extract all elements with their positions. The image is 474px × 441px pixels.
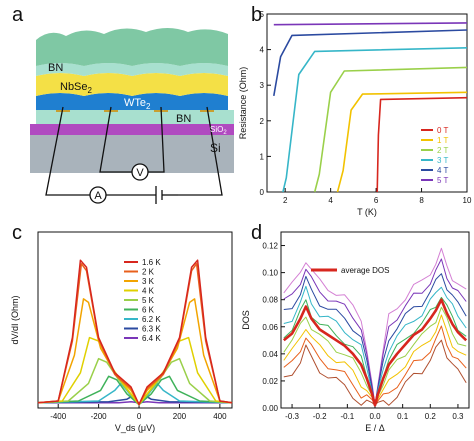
voltmeter-icon (131, 163, 149, 181)
nbse2-layer (36, 73, 228, 96)
y-tick-label: 1 (260, 152, 265, 161)
dos-curve (283, 339, 467, 406)
label-nbse2: NbSe2 (60, 81, 93, 95)
x-tick-label: 0.2 (425, 412, 437, 421)
x-tick-label: 10 (463, 196, 472, 205)
x-tick-label: -0.2 (313, 412, 327, 421)
legend-entry: 5 K (142, 296, 155, 305)
series-line (37, 259, 233, 406)
x-tick-label: 200 (173, 412, 187, 421)
resistance-temperature-chart: 2 4 6 8 10 0 1 2 3 4 5 T (K) Resistance (Ohm) 0 T1 T2… (238, 10, 472, 217)
series-line (336, 91, 468, 193)
plot-frame (280, 231, 470, 409)
panel-c-label: c (12, 222, 22, 244)
x-tick-label: -0.3 (285, 412, 299, 421)
x-axis-label: V_ds (μV) (115, 423, 155, 433)
series-line (273, 22, 468, 26)
dos-chart: -0.3 -0.2 -0.1 0.0 0.1 0.2 0.3 0.00 0.02 0.04 0.06… (241, 231, 470, 433)
si-substrate (30, 135, 234, 173)
label-bn-top: BN (48, 62, 63, 74)
x-tick-label: 0 (137, 412, 142, 421)
series-line (376, 96, 468, 193)
panel-c: c -400 -200 0 200 400 V_ds (μV) dV/dI (Ohm) 1.6… (0, 218, 237, 436)
legend-entry: 0 T (437, 126, 449, 135)
x-tick-label: 4 (328, 196, 333, 205)
x-tick-label: 0.1 (397, 412, 409, 421)
dos-curve (283, 273, 467, 406)
circuit-wires (45, 106, 223, 204)
series-line (37, 262, 233, 406)
y-tick-label: 0.08 (262, 296, 278, 305)
y-tick-label: 0.00 (262, 404, 278, 413)
x-tick-label: 0.0 (369, 412, 381, 421)
x-tick-label: 8 (419, 196, 424, 205)
y-tick-label: 0.02 (262, 377, 278, 386)
legend-entry: 2 K (142, 268, 155, 277)
panel-a: a V A BN (0, 0, 237, 218)
legend-entry: 5 T (437, 176, 449, 185)
panel-a-label: a (12, 4, 24, 26)
x-tick-label: -200 (91, 412, 108, 421)
wte2-layer (36, 93, 228, 110)
legend-entry: 4 T (437, 166, 449, 175)
y-tick-label: 0.10 (262, 269, 278, 278)
legend-entry: 1 T (437, 136, 449, 145)
label-bn-bottom: BN (176, 113, 191, 125)
y-tick-label: 0.12 (262, 242, 278, 251)
ammeter-label: A (94, 190, 102, 202)
legend-entry: 2 T (437, 146, 449, 155)
legend-entry: 3 K (142, 277, 155, 286)
bn-top-layer (36, 28, 228, 66)
x-tick-label: -400 (50, 412, 67, 421)
series-line (273, 29, 468, 97)
legend-entry: 6.2 K (142, 315, 161, 324)
legend-entry: 3 T (437, 156, 449, 165)
voltmeter-label: V (136, 167, 144, 179)
y-tick-label: 5 (260, 10, 265, 19)
legend-entry: 1.6 K (142, 258, 161, 267)
panel-d: d -0.3 -0.2 -0.1 0.0 0.1 0.2 0.3 0.00 0.02 0.04 0.… (237, 218, 474, 436)
dos-curve (283, 325, 467, 406)
x-tick-label: 6 (374, 196, 379, 205)
y-tick-label: 0.06 (262, 323, 278, 332)
x-tick-label: 400 (213, 412, 227, 421)
series-line (313, 66, 468, 193)
panel-b-label: b (251, 4, 263, 26)
bn-bottom-layer (36, 110, 234, 124)
label-wte2: WTe2 (124, 97, 151, 111)
sio2-layer (30, 124, 234, 135)
bn-top-light (36, 63, 228, 76)
y-axis-label: Resistance (Ohm) (238, 67, 248, 140)
panel-d-label: d (251, 222, 263, 244)
label-sio2: SiO2 (210, 125, 227, 136)
x-tick-label: 2 (283, 196, 288, 205)
series-line (282, 47, 468, 193)
legend-entry: 6.3 K (142, 325, 161, 334)
plot-frame (37, 231, 233, 409)
y-tick-label: 2 (260, 117, 265, 126)
x-tick-label: -0.1 (340, 412, 354, 421)
ammeter-icon (89, 186, 107, 204)
average-dos-curve (282, 298, 468, 407)
x-axis-label: T (K) (357, 207, 377, 217)
x-axis-label: E / Δ (365, 423, 385, 433)
label-si: Si (210, 141, 221, 155)
y-axis-label: dV/dI (Ohm) (10, 295, 20, 344)
legend-entry: 6 K (142, 306, 155, 315)
y-tick-label: 4 (260, 46, 265, 55)
legend-entry: 6.4 K (142, 334, 161, 343)
y-tick-label: 0.04 (262, 350, 278, 359)
y-tick-label: 0 (260, 188, 265, 197)
plot-frame (266, 13, 468, 193)
y-axis-label: DOS (241, 310, 251, 330)
legend-entry: average DOS (341, 266, 389, 275)
device-schematic: V A BN NbSe2 WTe2 BN SiO2 Si (30, 28, 234, 204)
differential-resistance-chart: -400 -200 0 200 400 V_ds (μV) dV/dI (Ohm) 1.6 K… (10, 231, 233, 433)
x-tick-label: 0.3 (452, 412, 464, 421)
legend-entry: 4 K (142, 287, 155, 296)
y-tick-label: 3 (260, 81, 265, 90)
